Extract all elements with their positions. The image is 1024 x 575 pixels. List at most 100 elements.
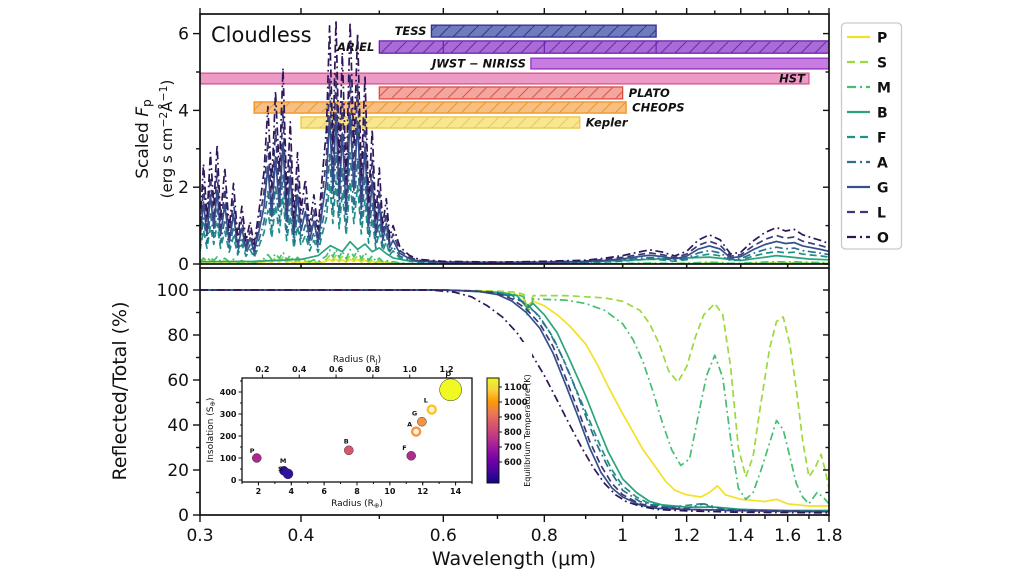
- inset-top-tick-label: 0.8: [366, 365, 381, 374]
- bottom-panel-frame: [199, 267, 830, 516]
- inset-point-label-G: G: [412, 410, 417, 418]
- colorbar-tick-label: 900: [504, 413, 522, 423]
- bottom-y-axis-label: Reflected/Total (%): [109, 301, 131, 480]
- inset-point-L: [426, 404, 437, 415]
- band-edge-TESS: [430, 24, 657, 38]
- bot-curve-O: [200, 289, 829, 514]
- bottom-y-tick-label: 100: [157, 281, 189, 301]
- top-curve-A: [200, 150, 829, 264]
- band-label-CHEOPS: CHEOPS: [632, 101, 684, 115]
- x-tick-label: 1: [617, 526, 628, 546]
- inset-point-S: [282, 468, 294, 480]
- inset-point-P: [252, 453, 262, 463]
- inset-x-tick-label: 14: [450, 487, 462, 496]
- inset-point-A: [410, 426, 422, 437]
- x-tick-label: 0.6: [430, 526, 457, 546]
- top-curve-F: [200, 180, 829, 264]
- top-y-tick-label: 4: [178, 101, 189, 121]
- bottom-y-tick-label: 60: [167, 371, 189, 391]
- x-tick-label: 0.3: [186, 526, 213, 546]
- inset-x-tick-label: 10: [384, 487, 396, 496]
- inset-y-tick-label: 100: [220, 454, 237, 463]
- top-curve-O: [200, 19, 829, 263]
- x-axis-label: Wavelength (μm): [432, 548, 596, 570]
- inset-x-tick-label: 6: [321, 487, 327, 496]
- inset-point-F: [406, 451, 416, 461]
- band-edge-JWST − NIRISS: [530, 57, 829, 70]
- static-labels-layer: Cloudless Wavelength (μm) Reflected/Tota…: [109, 23, 596, 570]
- inset-x-tick-label: 12: [417, 487, 428, 496]
- band-hatch-PLATO: [379, 86, 623, 99]
- band-hatch-CHEOPS: [254, 101, 627, 114]
- legend-label-L: L: [877, 206, 886, 222]
- band-HST: [200, 73, 809, 84]
- inset-point-G: [417, 416, 427, 427]
- legend-label-A: A: [877, 156, 888, 172]
- band-hatch-Kepler: [300, 116, 580, 129]
- inset-point-B: [344, 445, 354, 456]
- top-panel-frame: [199, 13, 830, 265]
- inset-point-label-O: O: [446, 370, 452, 378]
- band-label-TESS: TESS: [395, 24, 427, 38]
- legend-label-M: M: [877, 81, 891, 97]
- bottom-y-tick-label: 20: [167, 461, 189, 481]
- legend-label-G: G: [877, 181, 889, 197]
- inset-y-axis-label: Insolation (S⊕): [206, 398, 217, 463]
- colorbar-tick-label: 1100: [504, 383, 528, 393]
- inset-top-tick-label: 1.2: [439, 365, 453, 374]
- inset-top-tick-label: 0.4: [292, 365, 307, 374]
- bottom-y-tick-label: 40: [167, 416, 189, 436]
- top-curve-M: [200, 248, 829, 264]
- reflectance-curves-layer: [200, 289, 829, 514]
- band-hatch-ARIEL: [379, 40, 829, 54]
- x-tick-label: 1.6: [774, 526, 801, 546]
- x-tick-label: 1.4: [727, 526, 754, 546]
- colorbar-tick-label: 700: [504, 443, 522, 453]
- bot-curve-L: [200, 289, 829, 513]
- inset-point-label-M: M: [280, 457, 286, 465]
- bot-curve-B: [200, 289, 829, 512]
- inset-x-tick-label: 8: [354, 487, 360, 496]
- inset-y-tick-label: 400: [220, 388, 237, 397]
- inset-point-label-F: F: [402, 444, 406, 452]
- legend-label-O: O: [877, 231, 889, 247]
- top-y-axis-label-line2: (erg s cm−2Å−1): [157, 80, 176, 199]
- x-tick-label: 1.8: [815, 526, 842, 546]
- band-hatch-TESS: [431, 25, 657, 38]
- legend-label-P: P: [877, 31, 887, 47]
- bottom-y-tick-label: 0: [178, 506, 189, 526]
- x-tick-label: 0.4: [287, 526, 314, 546]
- band-edge-Kepler: [300, 116, 581, 129]
- inset-point-label-B: B: [344, 437, 349, 445]
- band-edge-ARIEL: [378, 40, 829, 54]
- band-label-JWST − NIRISS: JWST − NIRISS: [430, 57, 526, 71]
- band-label-Kepler: Kepler: [586, 115, 629, 129]
- legend-label-S: S: [877, 56, 887, 72]
- band-label-PLATO: PLATO: [629, 86, 670, 100]
- colorbar-tick-label: 800: [504, 428, 522, 438]
- inset-frame: [241, 377, 473, 483]
- legend-label-B: B: [877, 106, 888, 122]
- legend-frame: [840, 22, 903, 250]
- band-label-ARIEL: ARIEL: [336, 40, 374, 54]
- inset-point-label-A: A: [407, 421, 412, 429]
- axes-layer: 0.3 0.4 0.6 0.8 1 1.2 1.4 1.6 1.8024602040608010…: [157, 8, 843, 546]
- colorbar: [486, 377, 500, 484]
- x-tick-label: 0.8: [531, 526, 558, 546]
- inset-scatter-layer: 2 4 6 8 10 12 14 0.2 0.4 0.6 0.8 1.0 1.2 0 100 200 300 40…: [202, 342, 532, 512]
- bot-curve-F: [200, 289, 829, 513]
- band-label-HST: HST: [779, 72, 806, 86]
- top-curve-L: [200, 72, 829, 264]
- colorbar-tick-label: 1000: [504, 398, 528, 408]
- top-y-tick-label: 6: [178, 25, 189, 45]
- inset-point-label-L: L: [424, 397, 428, 405]
- band-JWST − NIRISS: [530, 58, 829, 69]
- inset-top-axis-label: Radius (RJ): [333, 355, 381, 366]
- inset-y-tick-label: 0: [231, 476, 237, 485]
- top-y-axis-label-line1: Scaled Fp: [133, 99, 154, 179]
- inset-point-label-S: S: [278, 465, 283, 473]
- x-tick-label: 1.2: [673, 526, 700, 546]
